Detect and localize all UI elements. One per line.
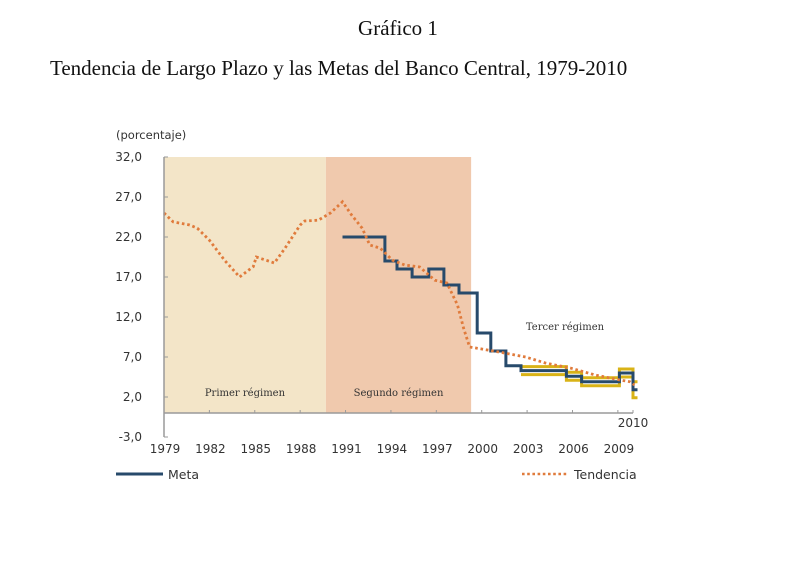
y-axis-unit-label: (porcentaje) [116,128,186,142]
x-tick-label: 1988 [286,442,317,456]
chart-figure-number: Gráfico 1 [358,16,438,40]
y-tick-label: 2,0 [123,390,142,404]
legend-meta-label: Meta [168,467,199,482]
x-tick-label: 1991 [331,442,362,456]
chart-title: Tendencia de Largo Plazo y las Metas del… [50,56,628,80]
x-tick-label: 2003 [513,442,544,456]
legend: Meta Tendencia [116,467,637,482]
x-tick-label: 2009 [604,442,635,456]
y-tick-label: 12,0 [115,310,142,324]
y-tick-label: -3,0 [119,430,142,444]
x-ticks: 1979 1982 1985 1988 1991 1994 1997 2000 2003 2006… [150,410,634,456]
y-tick-label: 17,0 [115,270,142,284]
x-end-label: 2010 [618,416,649,430]
x-tick-label: 1997 [422,442,453,456]
x-tick-label: 1979 [150,442,181,456]
region-label-segundo-r-gimen: Segundo régimen [354,388,444,399]
y-tick-label: 27,0 [115,190,142,204]
y-ticks: 32,0 27,0 22,0 17,0 12,0 7,0 2,0 -3,0 [115,150,168,444]
series-tendencia-line [163,199,636,387]
region-primer-r-gimen [164,157,326,413]
region-label-tercer-r-gimen: Tercer régimen [526,322,605,333]
x-tick-label: 1982 [195,442,226,456]
x-tick-label: 1994 [377,442,408,456]
axes [163,157,633,437]
series-layer [163,199,638,400]
y-tick-label: 32,0 [115,150,142,164]
legend-tendencia-label: Tendencia [573,467,637,482]
x-tick-label: 1985 [241,442,272,456]
y-tick-label: 22,0 [115,230,142,244]
x-tick-label: 2006 [558,442,589,456]
region-label-primer-r-gimen: Primer régimen [205,388,286,399]
x-tick-label: 2000 [467,442,498,456]
series-meta-line [342,235,638,392]
y-tick-label: 7,0 [123,350,142,364]
